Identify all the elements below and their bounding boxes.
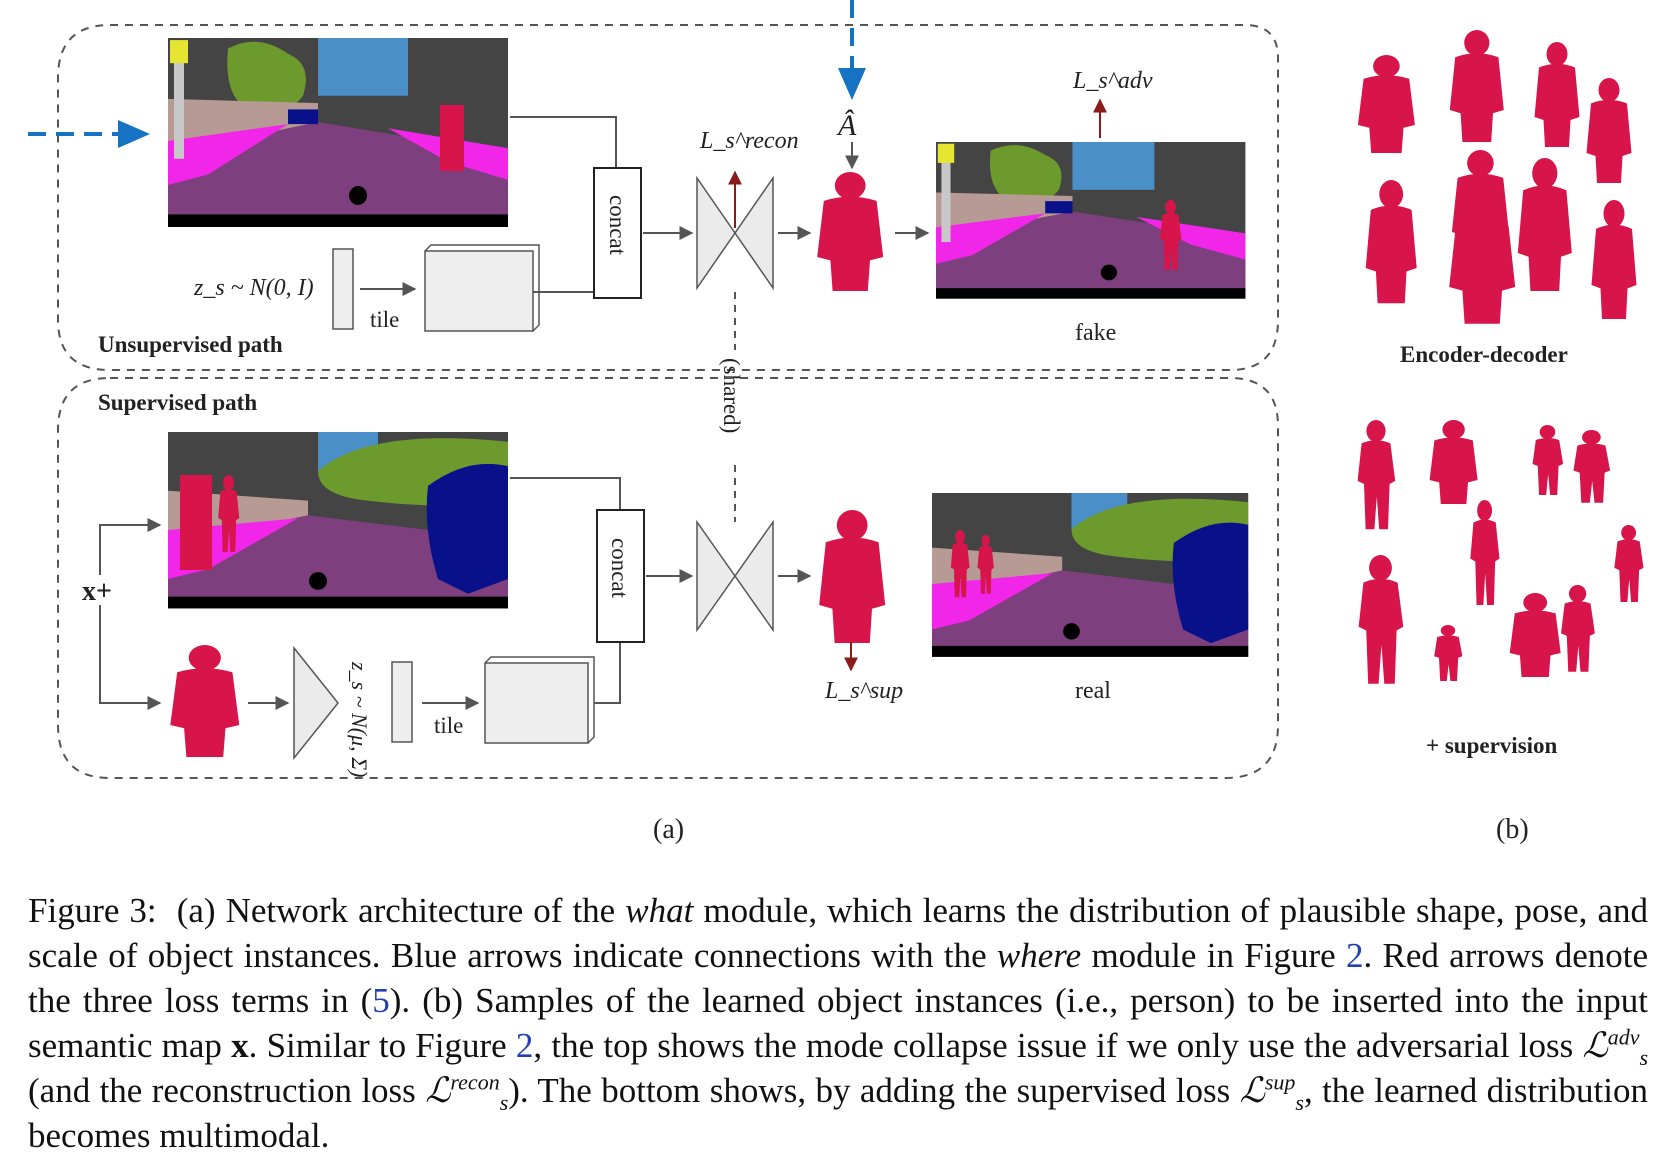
- caption-loss-adv-sub: s: [1639, 1045, 1649, 1070]
- noise-vector-unsup: [332, 248, 354, 330]
- unsupervised-path-box: [57, 24, 1279, 371]
- caption-loss-adv-sup: adv: [1607, 1024, 1640, 1050]
- sample-sup-9: [1509, 593, 1561, 677]
- equation-5-link[interactable]: 5: [372, 981, 390, 1020]
- loss-adv-label: L_s^adv: [1072, 68, 1153, 94]
- concat-label-sup: concat: [607, 538, 632, 599]
- subfig-a-label: (a): [653, 814, 684, 845]
- sample-sup-5: [1470, 500, 1500, 605]
- sample-sup-2: [1429, 420, 1478, 504]
- caption-loss-recon: ℒ: [425, 1071, 451, 1110]
- noise-vector-sup: [391, 661, 413, 743]
- fake-label: fake: [1075, 320, 1116, 346]
- caption-loss-sup-sup: sup: [1264, 1069, 1296, 1095]
- architecture-figure: Unsupervised path z_s ~ N(0, I) tile con…: [28, 0, 1644, 845]
- caption-text-5: ). (b) Samples of the learned object ins…: [28, 981, 1648, 1065]
- caption-where: where: [996, 936, 1082, 975]
- tile-label-unsup: tile: [370, 307, 399, 332]
- sample-sup-1: [1357, 420, 1396, 530]
- unsupervised-path-label: Unsupervised path: [98, 332, 283, 357]
- sample-ed-9: [1591, 200, 1637, 319]
- encoder-unsup: [696, 175, 736, 291]
- caption-text-7: , the top shows the mode collapse issue …: [533, 1026, 1583, 1065]
- caption-text-10: , the learned distribution becomes multi…: [28, 1071, 1649, 1155]
- loss-sup-label: L_s^sup: [824, 678, 903, 704]
- pole-instance-supervised: [180, 475, 212, 570]
- sample-ed-6: [1365, 180, 1417, 304]
- blue-arrowhead-left: [118, 120, 150, 148]
- sample-ed-4: [1586, 78, 1632, 183]
- caption-text-8: (and the reconstruction loss: [28, 1071, 426, 1110]
- tiled-noise-sup: [484, 662, 589, 744]
- supervised-path-label: Supervised path: [98, 390, 257, 415]
- sample-sup-8: [1434, 625, 1463, 681]
- input-semantic-map-supervised: [168, 432, 508, 609]
- ground-truth-instance: [170, 645, 240, 757]
- sample-sup-3: [1532, 425, 1564, 495]
- caption-loss-sup: ℒ: [1239, 1071, 1265, 1110]
- shared-label: (shared): [719, 358, 744, 433]
- blue-arrowhead-top: [838, 68, 866, 100]
- samples-encoder-decoder: [1357, 30, 1637, 324]
- z-unsup-label: z_s ~ N(0, I): [193, 275, 314, 301]
- sample-ed-1: [1357, 55, 1415, 153]
- samples-with-supervision: [1357, 420, 1644, 684]
- concat-box-unsup: [593, 167, 642, 299]
- decoder-sup: [734, 519, 774, 633]
- decoder-unsup: [734, 175, 774, 291]
- supervised-path-box: [57, 377, 1279, 779]
- panel-b-top-label: Encoder-decoder: [1400, 342, 1568, 367]
- caption-text-1: (a) Network architecture of the: [176, 891, 626, 930]
- subfig-b-label: (b): [1496, 814, 1529, 845]
- fake-output-map: [936, 142, 1246, 299]
- caption-text-3: module in Figure: [1081, 936, 1346, 975]
- caption-text-9: ). The bottom shows, by adding the super…: [508, 1071, 1240, 1110]
- caption-loss-recon-sub: s: [499, 1090, 509, 1115]
- caption-text-6: . Similar to Figure: [248, 1026, 516, 1065]
- caption-loss-adv: ℒ: [1582, 1026, 1608, 1065]
- panel-b-bottom-label: + supervision: [1426, 733, 1558, 758]
- a-hat-label: Â: [836, 109, 857, 142]
- concat-label-unsup: concat: [605, 195, 630, 256]
- caption-loss-sup-sub: s: [1295, 1090, 1304, 1115]
- caption-x-symbol: x: [231, 1026, 249, 1065]
- instance-encoder: [293, 645, 339, 761]
- sample-ed-2: [1449, 30, 1504, 142]
- caption-loss-recon-sup: recon: [450, 1069, 500, 1095]
- figure-2-link-second[interactable]: 2: [515, 1026, 534, 1065]
- caption-text-2: module, which learns the distribution of…: [28, 891, 1648, 975]
- loss-recon-label: L_s^recon: [699, 128, 799, 154]
- tile-label-sup: tile: [434, 713, 463, 738]
- map-to-concat-line: [510, 116, 617, 168]
- real-output-map: [932, 493, 1249, 657]
- inserted-instance-box: [440, 105, 464, 171]
- tiled-noise-unsup: [424, 250, 534, 332]
- sample-ed-8: [1517, 158, 1572, 291]
- caption-text-4: . Red arrows denote the three loss terms…: [28, 936, 1648, 1020]
- sample-sup-4: [1573, 430, 1611, 503]
- x-plus-label: x+: [82, 576, 112, 607]
- encoder-sup: [696, 519, 736, 633]
- sample-sup-10: [1561, 585, 1595, 672]
- sample-ed-3: [1534, 42, 1580, 147]
- caption-what: what: [625, 891, 694, 930]
- sample-sup-6: [1614, 525, 1644, 602]
- real-label: real: [1075, 678, 1111, 704]
- generated-instance-unsup: [817, 172, 884, 291]
- figure-number: Figure 3:: [28, 891, 157, 930]
- sample-sup-7: [1358, 555, 1404, 684]
- concat-box-sup: [596, 509, 645, 643]
- z-sup-label: z_s ~ N(μ, Σ): [347, 661, 372, 777]
- reconstructed-instance-sup: [819, 510, 886, 643]
- figure-2-link[interactable]: 2: [1345, 936, 1364, 975]
- figure-caption: Figure 3: (a) Network architecture of th…: [28, 888, 1648, 1158]
